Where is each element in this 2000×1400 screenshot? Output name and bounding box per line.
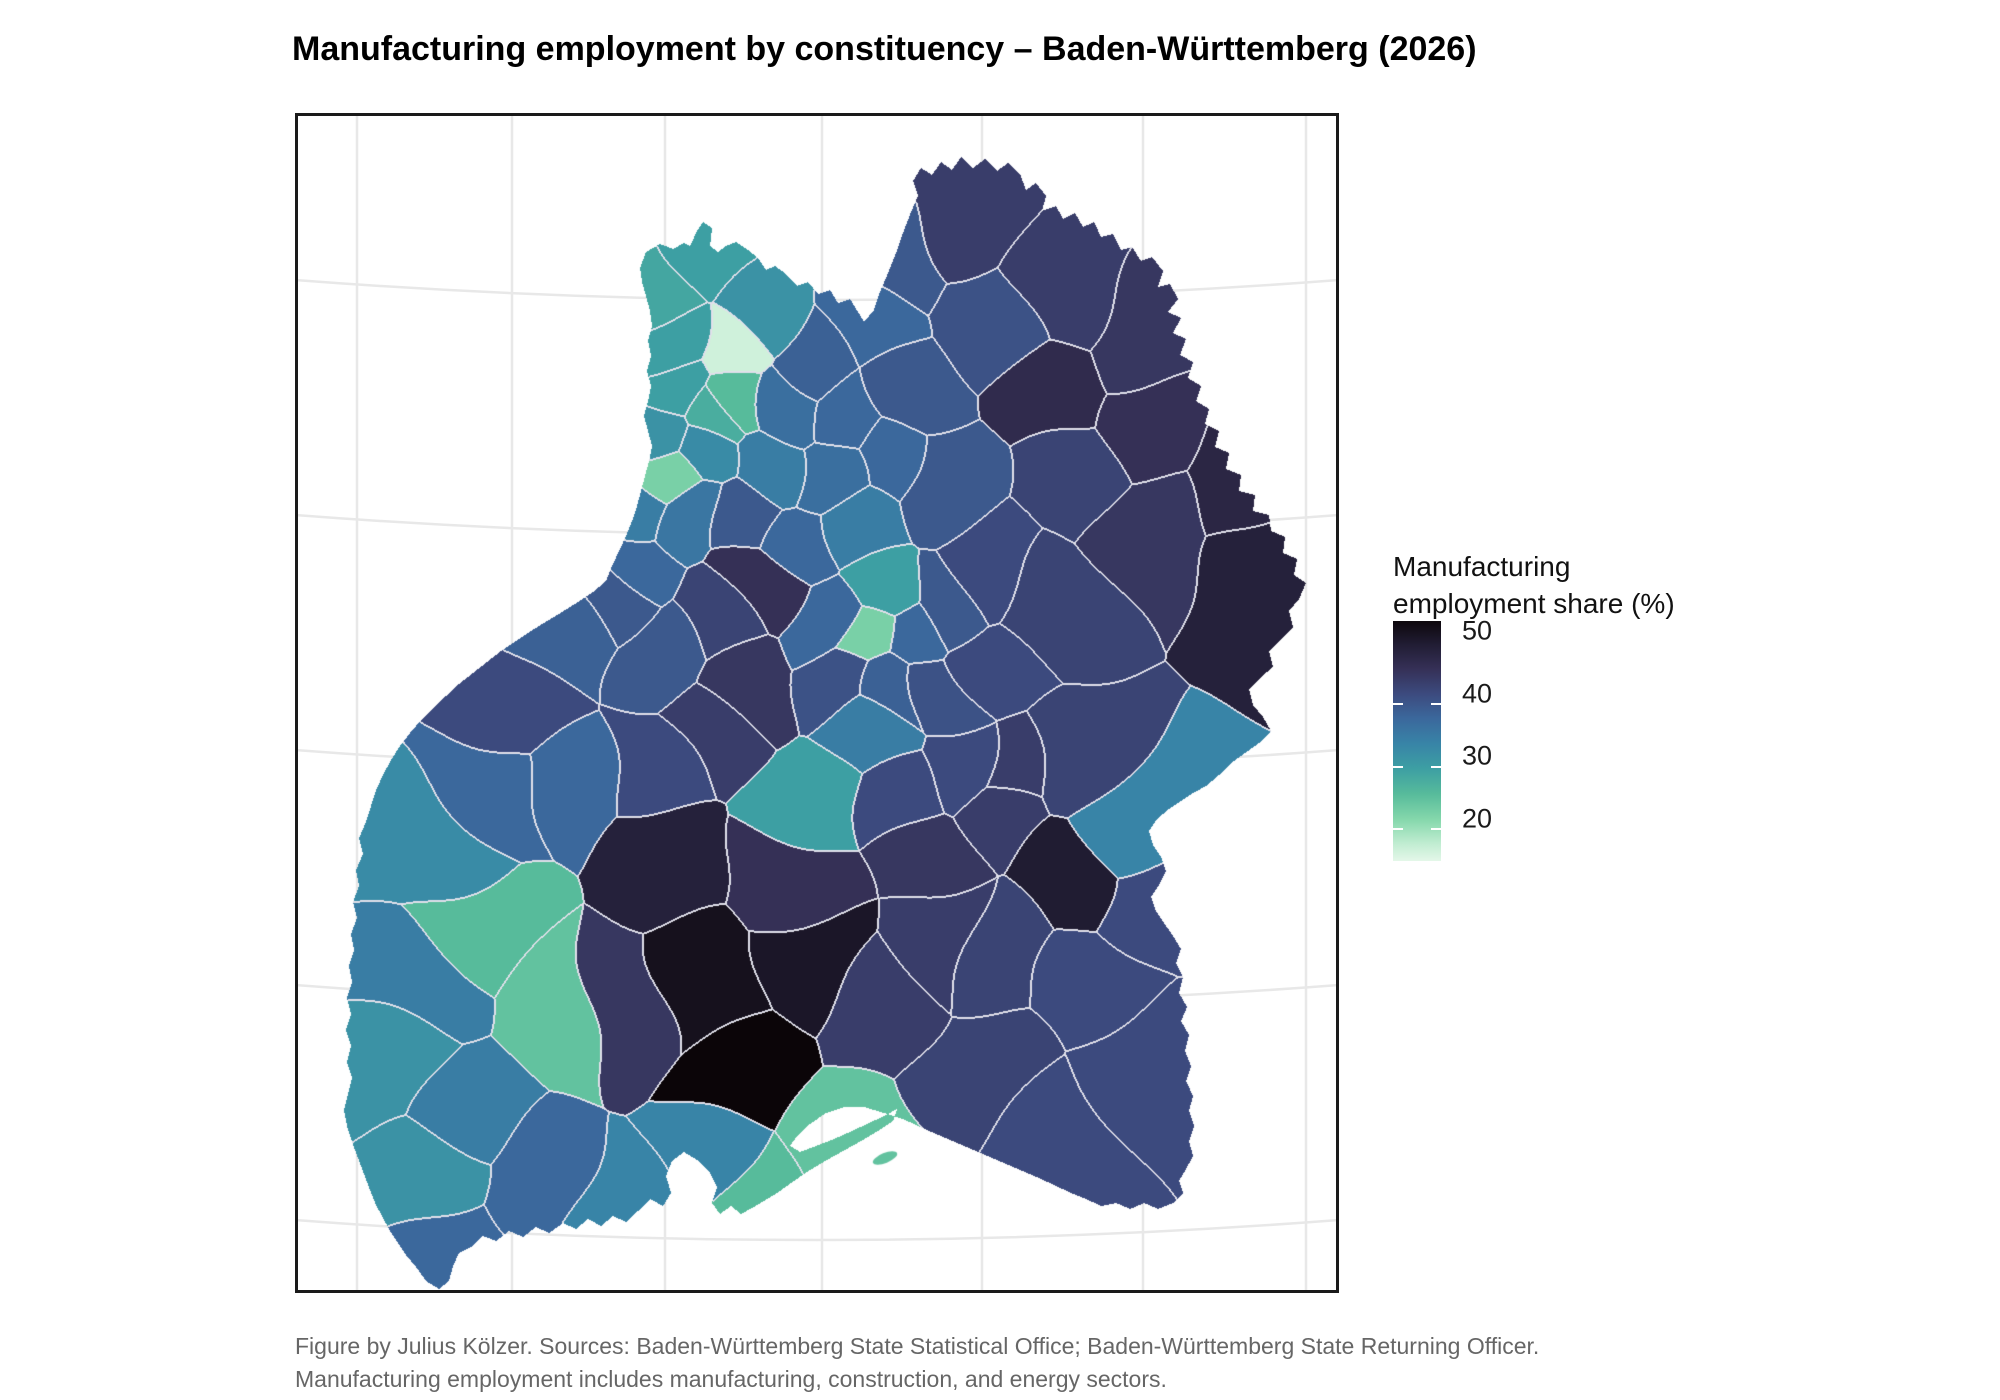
caption-line1: Figure by Julius Kölzer. Sources: Baden-… [295,1333,1540,1359]
legend-tick-mark [1431,891,1441,894]
legend: Manufacturing employment share (%) 50 40 3… [1393,548,1675,894]
choropleth-map-canvas [295,113,1339,1293]
legend-title-line1: Manufacturing [1393,551,1571,582]
legend-tick-mark [1431,828,1441,831]
caption-line2: Manufacturing employment includes manufa… [295,1366,1167,1392]
legend-tick-mark [1393,703,1403,706]
legend-tick-mark [1431,765,1441,768]
legend-tick-mark [1431,703,1441,706]
figure-title: Manufacturing employment by constituency… [292,30,1477,68]
map-panel [295,113,1339,1293]
legend-title-line2: employment share (%) [1393,588,1675,619]
legend-tick-mark [1393,891,1403,894]
caption: Figure by Julius Kölzer. Sources: Baden-… [295,1330,1539,1396]
legend-tick-mark [1393,828,1403,831]
legend-colorbar [1393,621,1441,894]
legend-tick-label: 50 [1462,615,1493,646]
legend-tick-label: 20 [1462,803,1493,834]
legend-tick-mark [1393,765,1403,768]
legend-tick-label: 30 [1462,740,1493,771]
legend-title: Manufacturing employment share (%) [1393,548,1675,622]
legend-tick-label: 40 [1462,678,1493,709]
